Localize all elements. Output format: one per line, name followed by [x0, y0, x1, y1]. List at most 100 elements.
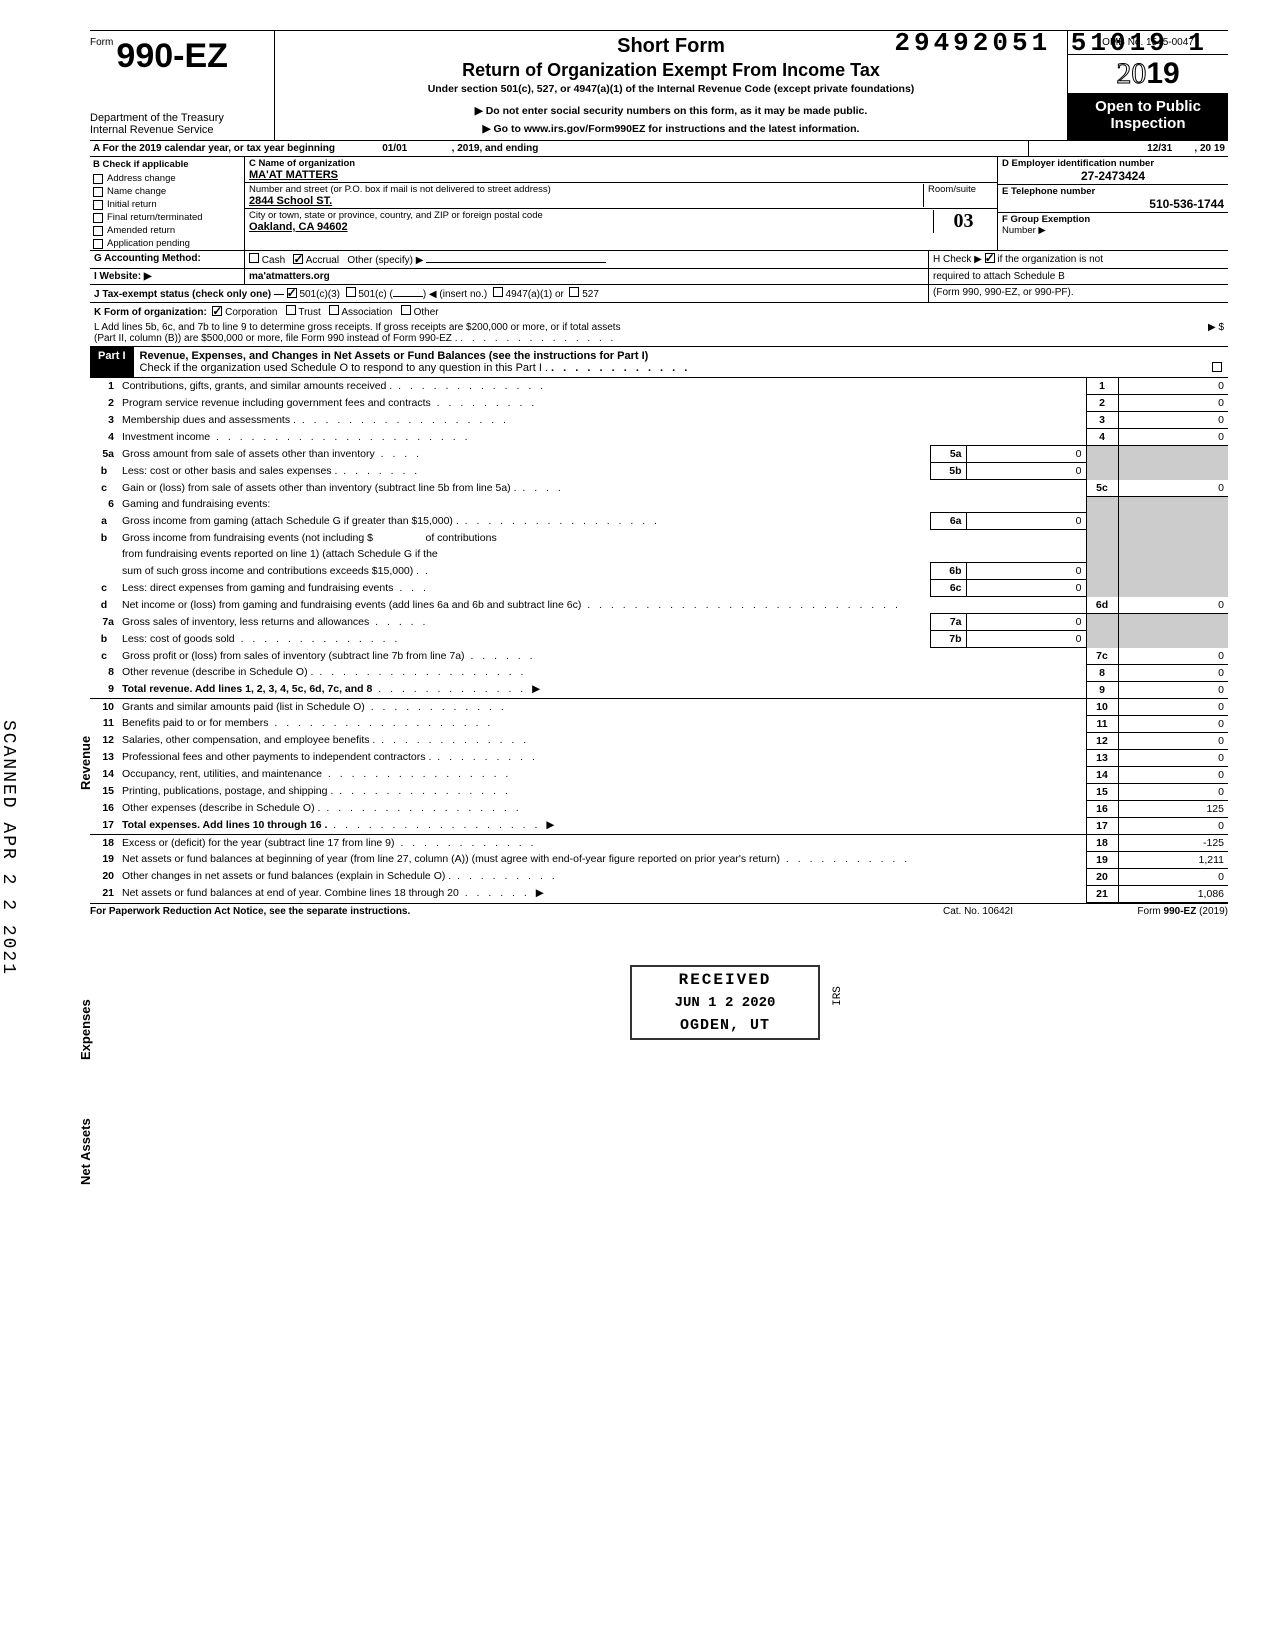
instr-1: ▶ Do not enter social security numbers o… — [283, 105, 1059, 117]
h-l4: (Form 990, 990-EZ, or 990-PF). — [928, 285, 1228, 302]
j-e: 527 — [582, 289, 599, 300]
part-i-header: Part I Revenue, Expenses, and Changes in… — [90, 347, 1228, 378]
row-k: K Form of organization: Corporation Trus… — [90, 303, 1228, 320]
d-label: D Employer identification number — [1002, 158, 1154, 169]
part-i-title: Revenue, Expenses, and Changes in Net As… — [140, 350, 649, 362]
j-label: J Tax-exempt status (check only one) — — [94, 289, 284, 300]
chk-501c[interactable] — [346, 287, 356, 297]
side-net-assets: Net Assets — [78, 1118, 93, 1185]
line-a: A For the 2019 calendar year, or tax yea… — [90, 141, 1228, 157]
chk-amended-return[interactable] — [93, 226, 103, 236]
chk-501c3[interactable] — [287, 288, 297, 298]
line-a-mid: , 2019, and ending — [452, 143, 539, 154]
chk-trust[interactable] — [286, 305, 296, 315]
chk-application-pending[interactable] — [93, 239, 103, 249]
sub-title: Under section 501(c), 527, or 4947(a)(1)… — [283, 83, 1059, 95]
open-line1: Open to Public — [1070, 98, 1226, 115]
k-b: Trust — [298, 307, 320, 318]
chk-corp[interactable] — [212, 306, 222, 316]
chk-accrual[interactable] — [293, 254, 303, 264]
h-l2: if the organization is not — [997, 254, 1103, 265]
line-a-begin: 01/01 — [382, 143, 407, 154]
j-c: ) ◀ (insert no.) — [423, 289, 487, 300]
open-to-public: Open to Public Inspection — [1068, 94, 1228, 140]
col-de: D Employer identification number 27-2473… — [998, 157, 1228, 250]
i-value: ma'atmatters.org — [249, 271, 330, 282]
c-room-label: Room/suite — [923, 184, 993, 207]
l-amt-label: ▶ $ — [1144, 322, 1224, 344]
c-room-value: 03 — [933, 210, 993, 233]
b-item-2: Initial return — [107, 199, 157, 210]
chk-final-return[interactable] — [93, 213, 103, 223]
chk-cash[interactable] — [249, 253, 259, 263]
footer-right: Form 990-EZ (2019) — [1048, 906, 1228, 917]
instr-2: ▶ Go to www.irs.gov/Form990EZ for instru… — [283, 123, 1059, 135]
b-item-3: Final return/terminated — [107, 212, 203, 223]
footer-center: Cat. No. 10642I — [908, 906, 1048, 917]
f-label2: Number ▶ — [1002, 225, 1046, 236]
chk-other-org[interactable] — [401, 305, 411, 315]
d-value: 27-2473424 — [1002, 169, 1224, 183]
c-name-value: MA'AT MATTERS — [249, 169, 993, 181]
chk-527[interactable] — [569, 287, 579, 297]
part-i-check: Check if the organization used Schedule … — [140, 362, 548, 374]
g-other: Other (specify) ▶ — [347, 255, 423, 266]
dln: 29492051 51019 1 — [894, 28, 1208, 58]
g-cash: Cash — [262, 255, 285, 266]
line-a-end: 12/31 — [1147, 143, 1172, 154]
side-expenses: Expenses — [78, 999, 93, 1060]
b-item-5: Application pending — [107, 238, 190, 249]
j-a: 501(c)(3) — [299, 289, 340, 300]
chk-h[interactable] — [985, 253, 995, 263]
row-i: I Website: ▶ ma'atmatters.org required t… — [90, 269, 1228, 285]
chk-4947[interactable] — [493, 287, 503, 297]
stamp-date: JUN 1 2 2020 — [636, 995, 814, 1011]
g-label: G Accounting Method: — [94, 253, 201, 264]
line-a-label: A For the 2019 calendar year, or tax yea… — [93, 143, 335, 154]
received-stamp: RECEIVED JUN 1 2 2020 OGDEN, UT — [630, 965, 820, 1040]
chk-assoc[interactable] — [329, 305, 339, 315]
i-label: I Website: ▶ — [94, 271, 152, 282]
form-number: 990-EZ — [116, 37, 228, 75]
lines-table: 1Contributions, gifts, grants, and simil… — [90, 378, 1228, 903]
tax-year: 2019 — [1068, 55, 1228, 94]
form-id-cell: Form 990-EZ Department of the Treasury I… — [90, 31, 275, 140]
row-l: L Add lines 5b, 6c, and 7b to line 9 to … — [90, 320, 1228, 347]
j-d: 4947(a)(1) or — [506, 289, 564, 300]
k-c: Association — [341, 307, 392, 318]
e-label: E Telephone number — [1002, 186, 1095, 197]
form-word: Form — [90, 37, 113, 48]
footer-left: For Paperwork Reduction Act Notice, see … — [90, 906, 908, 917]
stamp-received: RECEIVED — [636, 971, 814, 989]
col-c: C Name of organization MA'AT MATTERS Num… — [245, 157, 998, 250]
line-a-tail: , 20 19 — [1194, 143, 1225, 154]
l-line2: (Part II, column (B)) are $500,000 or mo… — [94, 333, 457, 344]
b-header: B Check if applicable — [90, 157, 244, 172]
chk-part-i[interactable] — [1212, 362, 1222, 372]
chk-name-change[interactable] — [93, 187, 103, 197]
part-i-badge: Part I — [90, 347, 134, 377]
chk-address-change[interactable] — [93, 174, 103, 184]
c-name-label: C Name of organization — [249, 158, 993, 169]
b-item-1: Name change — [107, 186, 166, 197]
scanned-stamp: SCANNED APR 2 2 2021 — [0, 720, 18, 976]
dept-line1: Department of the Treasury — [90, 112, 275, 124]
stamp-location: OGDEN, UT — [636, 1017, 814, 1034]
footer: For Paperwork Reduction Act Notice, see … — [90, 903, 1228, 917]
year-bold: 19 — [1146, 57, 1179, 90]
c-city-value: Oakland, CA 94602 — [249, 221, 933, 233]
dept-line2: Internal Revenue Service — [90, 124, 275, 136]
h-l3: required to attach Schedule B — [928, 269, 1228, 284]
section-b-to-f: B Check if applicable Address change Nam… — [90, 157, 1228, 251]
f-label: F Group Exemption — [1002, 214, 1090, 225]
h-l1: H Check ▶ — [933, 254, 982, 265]
c-addr-label: Number and street (or P.O. box if mail i… — [249, 184, 923, 195]
j-b: 501(c) ( — [358, 289, 392, 300]
chk-initial-return[interactable] — [93, 200, 103, 210]
side-revenue: Revenue — [78, 736, 93, 790]
e-value: 510-536-1744 — [1002, 197, 1224, 211]
b-item-4: Amended return — [107, 225, 175, 236]
open-line2: Inspection — [1070, 115, 1226, 132]
k-label: K Form of organization: — [94, 307, 207, 318]
k-a: Corporation — [225, 307, 277, 318]
